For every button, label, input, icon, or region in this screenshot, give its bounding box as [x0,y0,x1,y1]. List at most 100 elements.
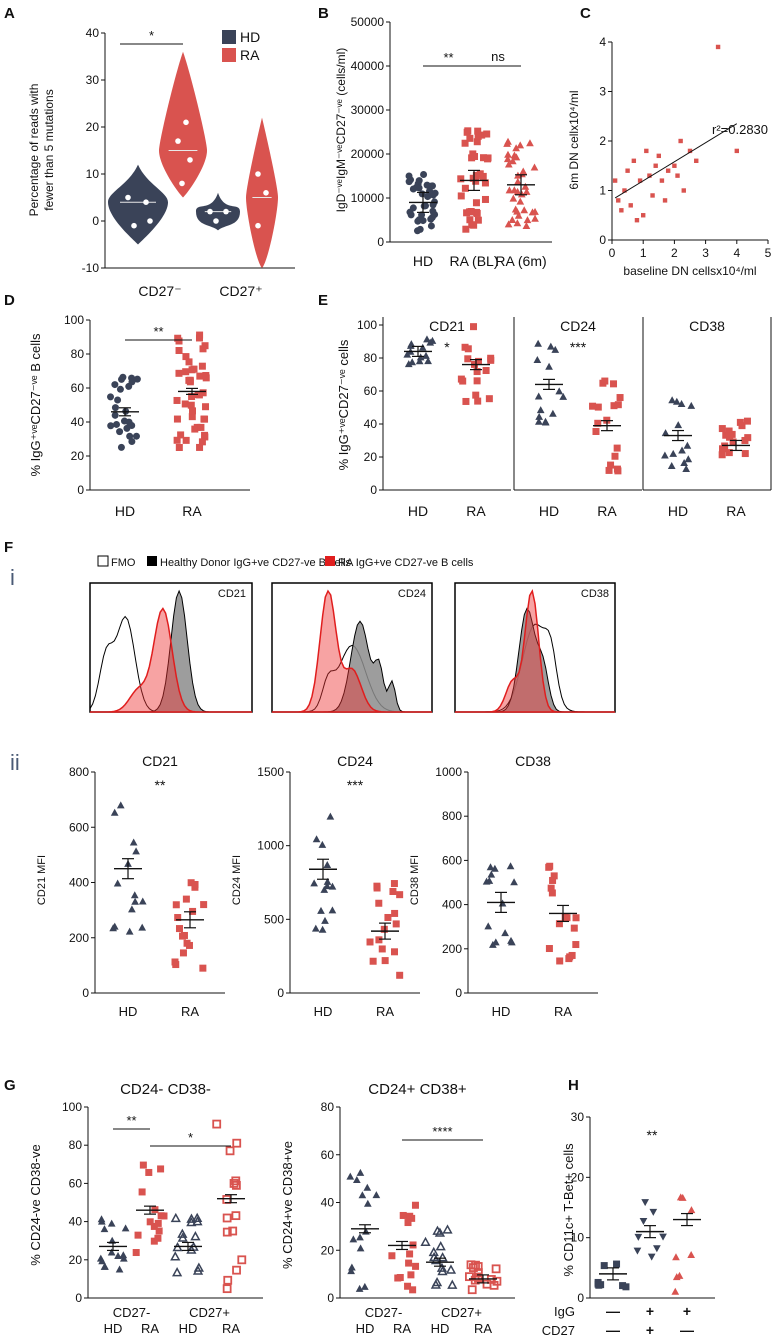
G-cat: HD [431,1321,450,1336]
y-tick-label: 80 [321,1100,335,1114]
C-point [734,148,739,154]
E-hd-0-point [406,341,415,349]
B-2-point [512,153,521,161]
E-hd-1-point [534,392,543,400]
G-1-1-point [404,1219,412,1227]
C-x-tick-label: 2 [671,246,678,260]
C-x-tick-label: 4 [733,246,740,260]
H-1-point [653,1245,661,1253]
D-hd-point [114,396,122,404]
A-legend-hd-swatch [222,30,236,44]
H-0-point [600,1262,608,1270]
G-0-2-point [193,1262,204,1272]
E-ra-0-point [474,397,482,405]
F-legend-fmo-swatch [97,555,109,567]
y-tick-label: 1000 [435,765,462,779]
G-1-2-point [428,1246,439,1257]
A-point [223,208,229,215]
Fii-ra-2-point [563,914,571,922]
E-sig-CD24: *** [570,339,587,355]
G-0-3-point [232,1265,241,1275]
E-ra-0-point [472,391,480,399]
G-1-1-point [409,1286,417,1294]
C-point [659,178,665,183]
Fii-hd-2-point [484,922,493,930]
A-point [175,138,181,144]
Fii-ra-0-point [191,881,199,889]
Fii-hd-0-point [110,808,119,816]
D-ra-point [186,376,194,384]
E-ra-1-point [589,402,597,410]
Fii-ra-0-point [200,901,208,909]
B-1-point [471,153,479,161]
G-1-0-point [352,1176,361,1184]
A-legend-ra-swatch [222,48,236,62]
panel-label-B: B [318,5,329,22]
Fii-ra-0-point [175,925,183,933]
E-ra-1-point [614,467,622,475]
G-0-2-point [186,1244,197,1254]
E-ra-1-point [613,444,621,452]
E-hd-1-point [541,418,550,426]
B-1-point [483,130,491,138]
E-ra-1-point [616,394,624,402]
G-0-3-point [223,1275,233,1285]
Fii-hd-1-point [326,812,335,820]
E-ra-1-point [592,427,600,435]
D-ra-point [188,366,196,374]
H-1-point [634,1233,643,1241]
Fii-ra-1-point [381,957,389,965]
C-point [687,148,693,154]
y-tick-label: 40 [69,1215,83,1229]
B-0-point [429,201,437,209]
G-1-1-point [405,1259,413,1267]
D-significance: ** [153,324,163,339]
D-hd-point [107,422,115,430]
G-0-2-point [192,1212,203,1223]
Fii-ra-1-point [384,913,392,921]
y-tick-label: 80 [71,347,85,361]
G-1-1-point [407,1271,415,1279]
G-1-1-point [388,1252,396,1260]
B-0-point [427,222,435,230]
E-hd-1-point [533,356,542,364]
G-1-2-point [436,1262,448,1272]
H-1-point [641,1199,650,1207]
C-fit-line [614,123,738,199]
C-point [631,158,637,163]
y-tick-label: 20 [571,1170,585,1184]
G-0-0-point [121,1224,130,1232]
Fii-ra-2-point [548,889,556,897]
C-x-tick-label: 5 [765,246,772,260]
B-2-point [523,216,532,224]
Fii-ra-1-point [396,891,404,899]
A-legend-ra: RA [240,47,260,63]
D-ra-point [198,438,206,446]
C-point [662,198,668,203]
D-ra-point [182,436,190,444]
G-0-3-point [229,1179,239,1188]
H-row-cd27: CD27 [542,1323,575,1338]
B-1-point [473,138,481,146]
y-tick-label: 400 [442,898,462,912]
F-hist-ra-2 [455,588,615,713]
Fii-hd-1-point [328,882,337,890]
C-point [653,163,658,168]
E-hd-0-point [426,338,435,346]
Fii-ra-1-point [375,936,383,944]
E-hd-2-point [661,429,670,437]
y-tick-label: 0 [327,1291,334,1305]
F-legend-ra: RA IgG+ve CD27-ve B cells [338,557,474,569]
H-2-point [672,1253,680,1261]
B-1-point [481,195,489,203]
B-2-point [513,187,522,195]
G-1-3-point [473,1268,483,1277]
G-0-3-point [222,1213,232,1223]
B-1-point [463,209,471,217]
D-hd-point [126,432,134,440]
y-tick-label: 200 [69,931,89,945]
H-1-point [649,1208,658,1216]
C-point [644,148,649,154]
A-point [179,180,185,187]
C-x-tick-label: 3 [702,246,709,260]
